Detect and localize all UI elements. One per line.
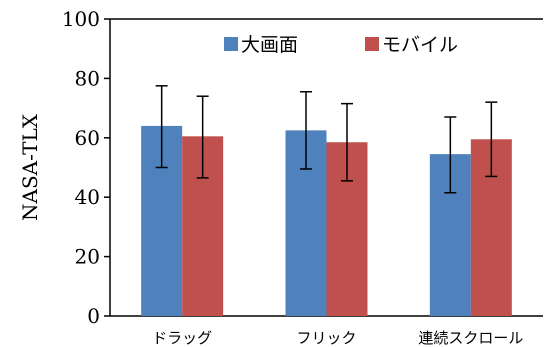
y-tick-label: 100 — [62, 7, 100, 31]
legend-label: モバイル — [382, 34, 458, 56]
y-tick-label: 0 — [87, 304, 100, 328]
y-ticks: 0 20 40 60 80 100 — [62, 7, 110, 328]
x-tick-label: ドラッグ — [152, 329, 212, 347]
legend: 大画面 モバイル — [224, 34, 458, 56]
legend-item: モバイル — [365, 34, 458, 56]
legend-label: 大画面 — [241, 34, 298, 56]
error-bars — [155, 85, 498, 194]
x-tick-label: フリック — [296, 329, 356, 347]
error-bar — [444, 116, 457, 194]
legend-item: 大画面 — [224, 34, 298, 56]
legend-swatch — [224, 37, 238, 51]
x-tick-labels: ドラッグ フリック 連続スクロール — [152, 329, 523, 347]
error-bar — [341, 102, 353, 182]
y-tick-label: 40 — [75, 185, 100, 209]
error-bar — [300, 91, 312, 170]
y-tick-label: 20 — [75, 245, 100, 269]
y-tick-label: 60 — [75, 126, 100, 150]
error-bar — [155, 85, 168, 169]
legend-swatch — [365, 37, 379, 51]
y-axis-label: NASA-TLX — [18, 113, 42, 221]
y-tick-label: 80 — [75, 66, 100, 90]
x-tick-label: 連続スクロール — [418, 329, 523, 347]
error-bar — [485, 101, 498, 178]
error-bar — [196, 95, 209, 179]
bars — [141, 125, 512, 316]
